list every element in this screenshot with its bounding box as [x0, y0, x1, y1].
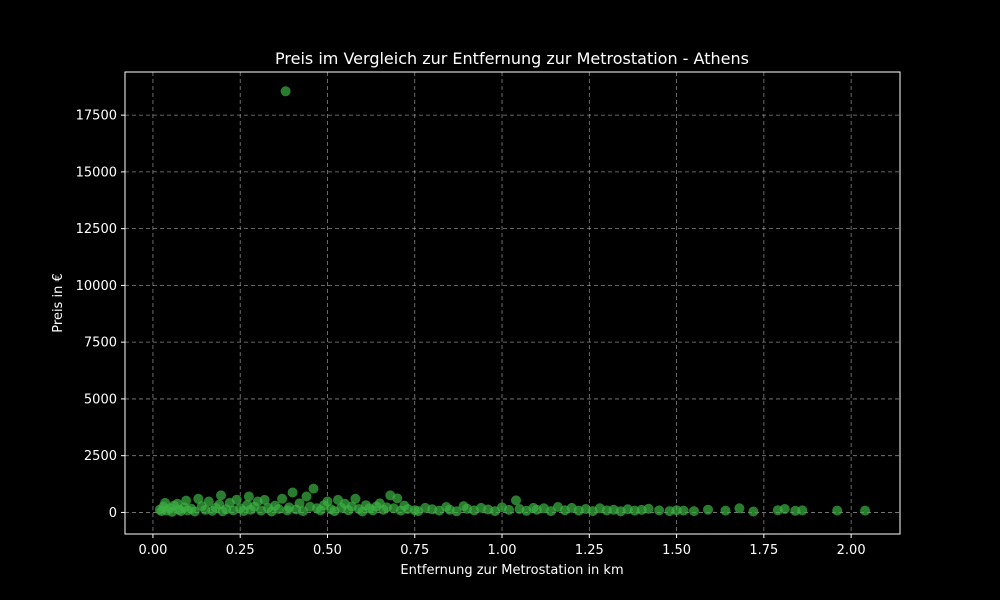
- plot-area-frame: [124, 71, 901, 535]
- scatter-point: [277, 493, 288, 504]
- scatter-point: [392, 493, 403, 504]
- data-points: [154, 86, 871, 517]
- y-tick-label: 7500: [84, 336, 117, 351]
- scatter-point: [243, 491, 254, 502]
- y-axis-title: Preis in €: [51, 273, 66, 332]
- x-tick-label: 0.75: [400, 543, 429, 558]
- scatter-point: [720, 505, 731, 516]
- grid-lines: [125, 72, 900, 534]
- y-tick-label: 10000: [76, 279, 117, 294]
- scatter-point: [189, 506, 200, 517]
- y-tick-label: 5000: [84, 392, 117, 407]
- scatter-point: [689, 506, 699, 517]
- scatter-point: [678, 505, 689, 516]
- y-axis-ticks: 0 2500 5000 7500 10000 12500 15000 17500: [76, 109, 125, 521]
- scatter-point: [451, 506, 462, 517]
- scatter-point: [504, 504, 514, 515]
- scatter-point: [734, 503, 745, 514]
- x-tick-label: 0.50: [313, 543, 342, 558]
- x-tick-label: 1.50: [662, 543, 691, 558]
- scatter-point: [308, 483, 319, 494]
- x-tick-label: 1.25: [575, 543, 604, 558]
- scatter-point: [280, 86, 291, 97]
- scatter-point: [287, 487, 298, 498]
- scatter-point: [511, 495, 521, 506]
- scatter-point: [832, 505, 843, 516]
- x-axis-title: Entfernung zur Metrostation in km: [400, 563, 623, 578]
- x-tick-label: 2.00: [837, 543, 866, 558]
- scatter-point: [273, 504, 284, 514]
- y-tick-label: 15000: [76, 165, 117, 180]
- scatter-point: [703, 504, 713, 515]
- scatter-point: [779, 504, 790, 514]
- y-tick-label: 0: [109, 506, 117, 521]
- scatter-point: [643, 503, 654, 514]
- y-tick-label: 12500: [76, 222, 117, 237]
- x-tick-label: 1.75: [749, 543, 778, 558]
- scatter-point: [322, 496, 333, 507]
- scatter-point: [216, 490, 226, 501]
- y-tick-label: 2500: [84, 449, 117, 464]
- scatter-point: [654, 505, 665, 516]
- scatter-point: [181, 495, 192, 506]
- x-tick-label: 1.00: [488, 543, 517, 558]
- chart-title: Preis im Vergleich zur Entfernung zur Me…: [275, 49, 749, 68]
- scatter-point: [748, 506, 759, 517]
- x-axis-ticks: 0.00 0.25 0.50 0.75 1.00 1.25 1.50 1.75 2.00: [138, 534, 866, 558]
- scatter-point: [259, 494, 270, 505]
- scatter-point: [203, 496, 214, 507]
- scatter-point: [350, 493, 361, 504]
- x-tick-label: 0.00: [138, 543, 167, 558]
- y-tick-label: 17500: [76, 109, 117, 124]
- scatter-point: [294, 498, 305, 509]
- scatter-point: [231, 494, 242, 505]
- scatter-point: [301, 491, 312, 502]
- scatter-point: [797, 505, 808, 516]
- scatter-point: [860, 505, 871, 516]
- x-tick-label: 0.25: [226, 543, 255, 558]
